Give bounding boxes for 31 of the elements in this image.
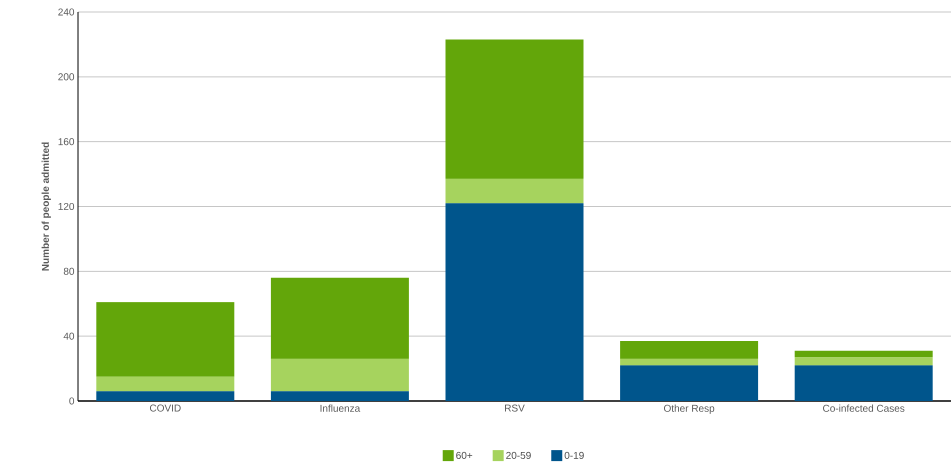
bar	[620, 341, 758, 359]
bar	[270, 358, 409, 392]
y-tick-label: 200	[58, 73, 74, 80]
bar	[446, 203, 584, 401]
bar	[96, 391, 234, 401]
y-tick-label: 240	[58, 8, 74, 16]
y-tick-label: 120	[58, 202, 74, 210]
legend-label: 20-59	[506, 452, 531, 459]
bar	[446, 40, 584, 179]
bar	[794, 357, 933, 366]
x-tick-label: RSV	[505, 404, 525, 412]
y-tick-label: 80	[64, 268, 74, 275]
bar	[270, 278, 409, 359]
legend-label: 0-19	[564, 452, 584, 459]
bar	[620, 365, 758, 401]
x-tick-label: COVID	[150, 404, 181, 412]
x-tick-label: Co-infected Cases	[823, 404, 904, 412]
bar	[620, 358, 758, 366]
y-tick-label: 0	[69, 397, 74, 405]
bar	[446, 178, 584, 204]
bar	[794, 350, 933, 358]
bar	[794, 365, 933, 401]
x-tick-label: Other Resp	[664, 404, 714, 414]
legend-label: 60+	[456, 452, 472, 459]
y-tick-label: 160	[58, 138, 74, 146]
bar	[96, 302, 234, 377]
y-tick-label: 40	[64, 332, 74, 340]
bar	[96, 376, 234, 392]
bar	[270, 391, 409, 401]
x-tick-label: Influenza	[320, 404, 360, 412]
y-axis-title: Number of people admitted	[42, 142, 51, 271]
